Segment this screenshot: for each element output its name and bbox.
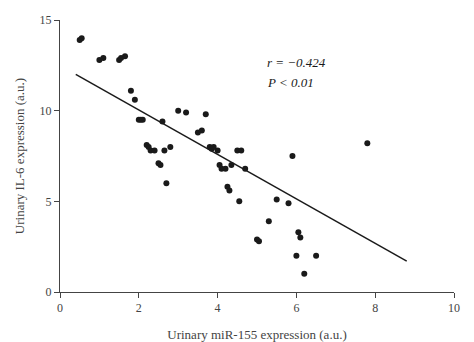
svg-text:r = −0.424: r = −0.424	[267, 55, 326, 70]
svg-text:5: 5	[46, 195, 52, 209]
svg-text:0: 0	[57, 301, 63, 315]
svg-text:Urinary miR-155 expression (a.: Urinary miR-155 expression (a.u.)	[167, 327, 346, 342]
svg-text:0: 0	[46, 285, 52, 299]
svg-text:10: 10	[40, 104, 52, 118]
svg-text:2: 2	[136, 301, 142, 315]
svg-text:4: 4	[215, 301, 221, 315]
svg-text:15: 15	[40, 13, 52, 27]
svg-text:8: 8	[372, 301, 378, 315]
svg-text:Urinary IL-6 expression (a.u.): Urinary IL-6 expression (a.u.)	[12, 78, 27, 234]
svg-text:P < 0.01: P < 0.01	[267, 75, 314, 90]
svg-text:10: 10	[448, 301, 460, 315]
svg-text:6: 6	[293, 301, 299, 315]
